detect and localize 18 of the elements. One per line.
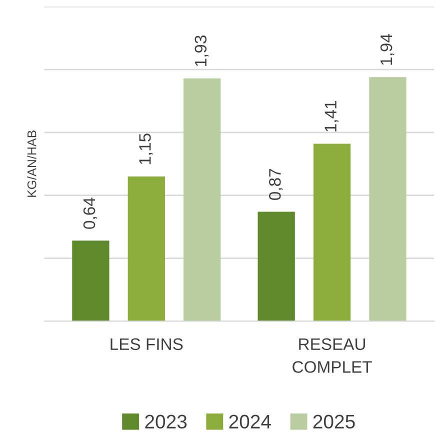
- data-label: 1,93: [194, 36, 209, 66]
- legend-label: 2025: [313, 414, 355, 429]
- data-label: 1,41: [324, 101, 338, 132]
- bar: [184, 78, 221, 322]
- bar: [313, 144, 351, 322]
- data-label: 0,64: [83, 198, 98, 229]
- data-label: 1,94: [380, 34, 394, 65]
- bar: [369, 77, 406, 322]
- bar: [128, 176, 165, 322]
- data-label: 0,87: [269, 169, 283, 200]
- legend-label: 2023: [145, 414, 187, 429]
- bar: [72, 240, 110, 322]
- bar: [258, 212, 295, 322]
- legend-label: 2024: [229, 414, 271, 429]
- x-tick-label: LES FINS: [110, 338, 183, 350]
- y-axis-title: KG/AN/HAB: [27, 130, 36, 197]
- x-tick-label: RESEAU COMPLET: [292, 338, 372, 373]
- data-label: 1,15: [139, 134, 153, 164]
